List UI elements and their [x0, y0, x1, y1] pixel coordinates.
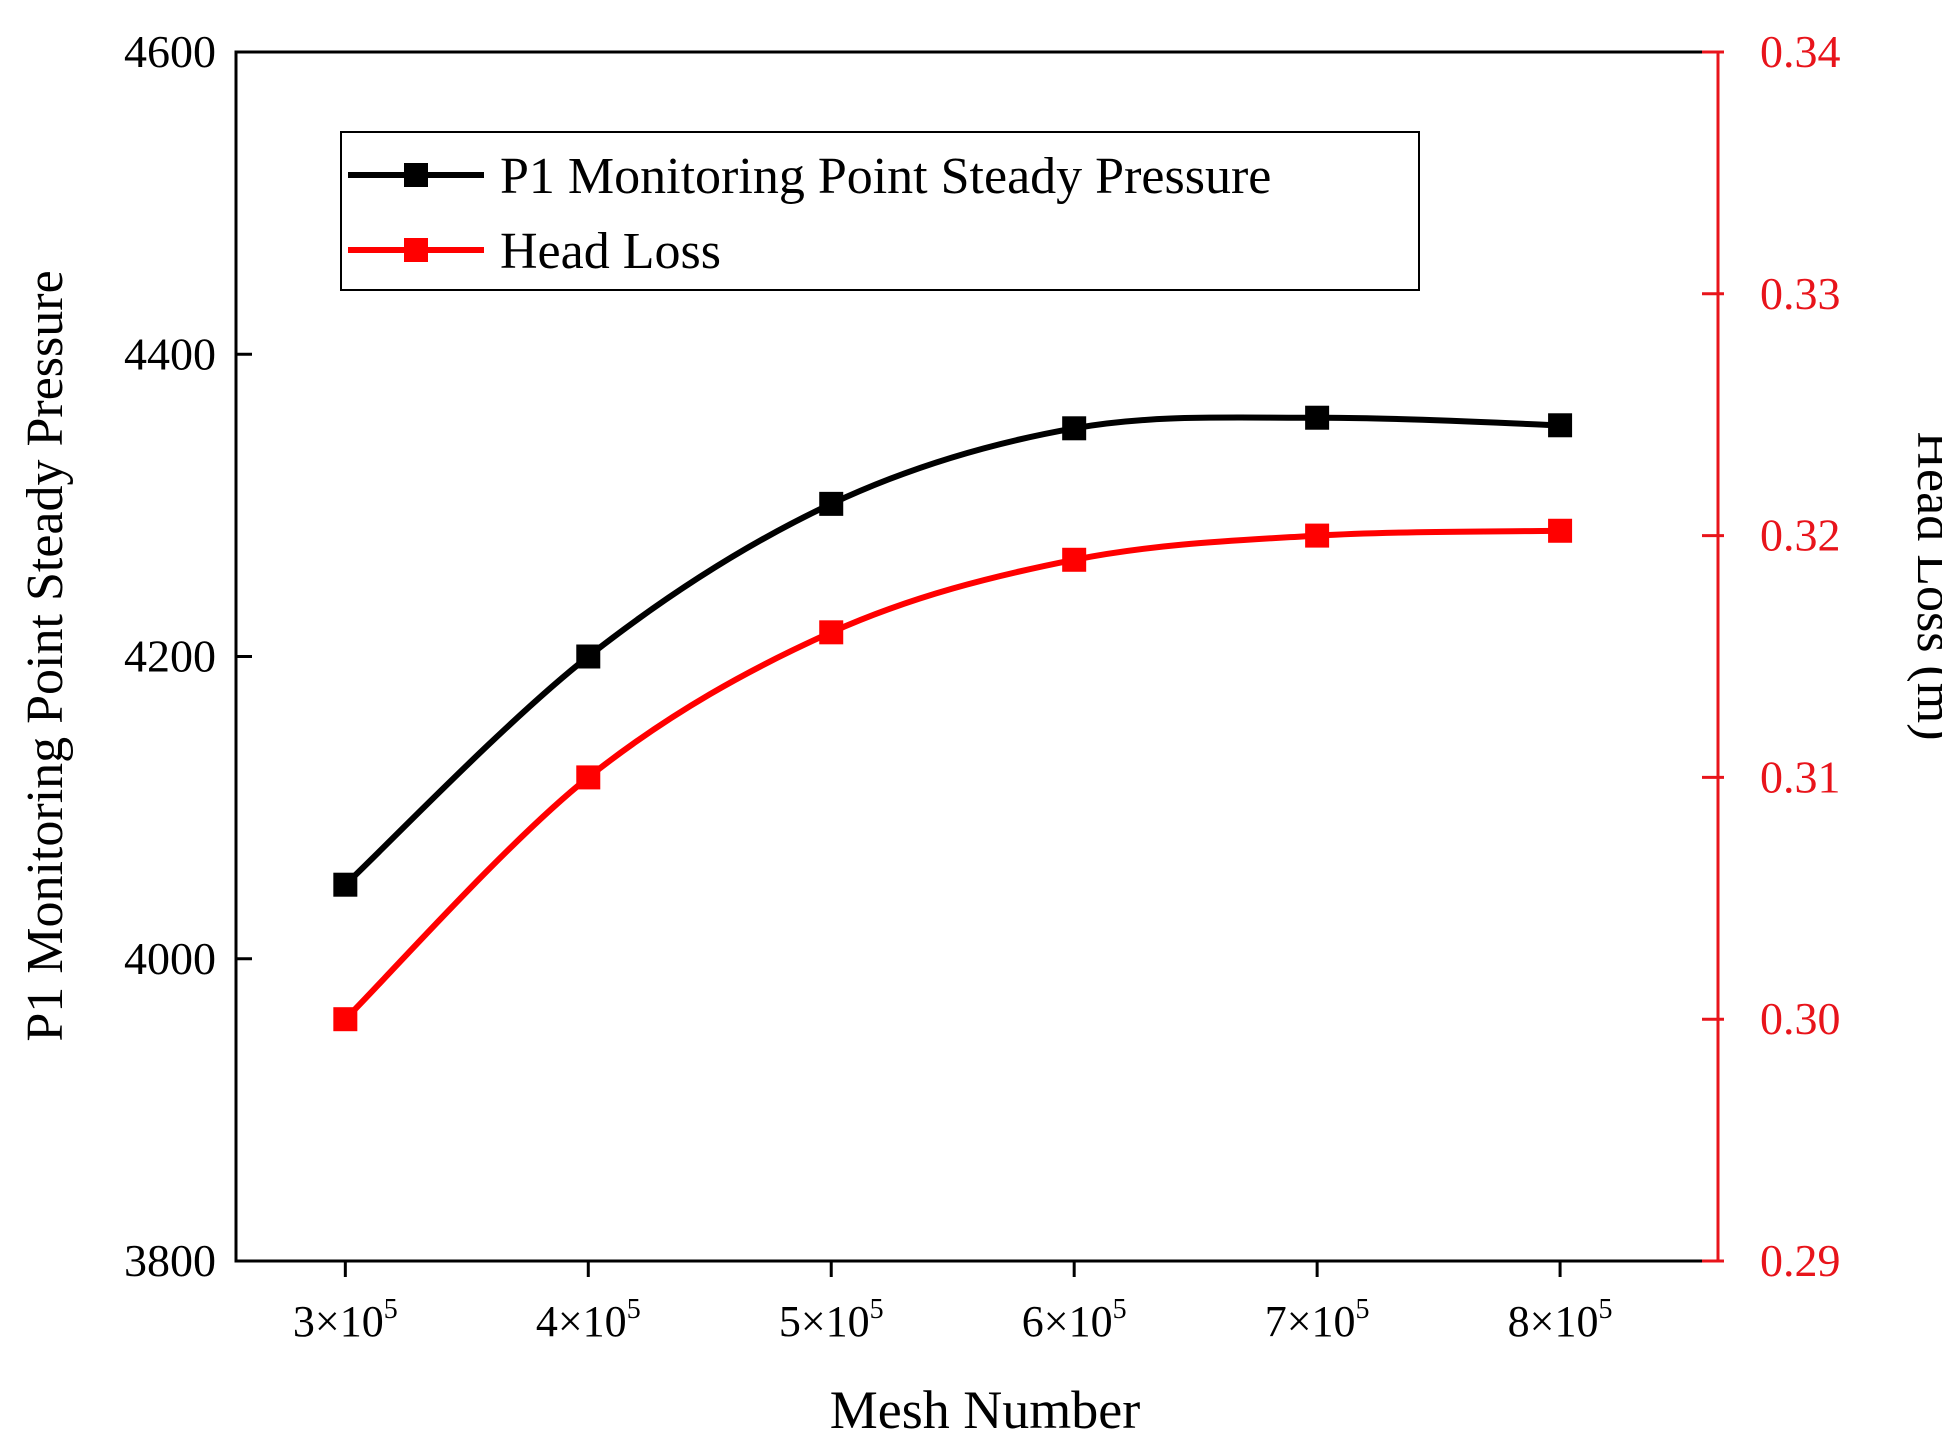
y-left-tick-label: 4400 [124, 328, 216, 379]
data-point-pressure [819, 491, 844, 516]
data-point-headloss [1062, 547, 1087, 572]
legend-label-headloss: Head Loss [500, 223, 721, 280]
data-point-headloss [1305, 523, 1330, 548]
y-right-tick-label: 0.31 [1760, 751, 1841, 802]
legend-marker-pressure [404, 163, 428, 187]
x-axis: 3×105 4×105 5×105 6×105 7×105 8×105 [293, 1261, 1613, 1346]
y-left-tick-label: 4600 [124, 26, 216, 77]
data-point-pressure [333, 872, 358, 897]
data-point-headloss [576, 765, 601, 790]
y-left-tick-label: 3800 [124, 1235, 216, 1286]
series-line-headloss [343, 527, 1561, 1022]
x-tick-label: 8×105 [1508, 1294, 1613, 1346]
y-left-tick-label: 4200 [124, 631, 216, 682]
legend-box [340, 131, 1420, 291]
y-right-tick-label: 0.33 [1760, 268, 1841, 319]
series-layer [333, 405, 1573, 1032]
y-right-tick-label: 0.32 [1760, 510, 1841, 561]
legend: P1 Monitoring Point Steady Pressure Head… [340, 131, 1420, 291]
data-point-headloss [333, 1007, 358, 1032]
y-right-tick-label: 0.30 [1760, 993, 1841, 1044]
x-tick-label: 4×105 [536, 1294, 641, 1346]
x-axis-title: Mesh Number [830, 1380, 1140, 1440]
series-line-pressure [343, 414, 1561, 887]
data-point-pressure [1548, 413, 1573, 438]
y-left-axis-title: P1 Monitoring Point Steady Pressure [17, 270, 74, 1041]
x-tick-label: 3×105 [293, 1294, 398, 1346]
data-point-pressure [1062, 416, 1087, 441]
y-right-axis-title: Head Loss (m) [1906, 431, 1942, 740]
y-left-tick-label: 4000 [124, 933, 216, 984]
data-point-pressure [1305, 405, 1330, 430]
x-tick-label: 5×105 [779, 1294, 884, 1346]
data-point-headloss [1548, 518, 1573, 543]
y-right-tick-label: 0.34 [1760, 26, 1841, 77]
data-point-headloss [819, 620, 844, 645]
x-tick-label: 7×105 [1265, 1294, 1370, 1346]
legend-marker-headloss [404, 238, 428, 262]
left-y-axis: 3800 4000 4200 4400 4600 [124, 26, 252, 1286]
legend-label-pressure: P1 Monitoring Point Steady Pressure [500, 148, 1271, 205]
right-y-axis: 0.29 0.30 0.31 0.32 0.33 0.34 [1702, 26, 1841, 1286]
x-tick-label: 6×105 [1022, 1294, 1127, 1346]
y-right-tick-label: 0.29 [1760, 1235, 1841, 1286]
data-point-pressure [576, 644, 601, 669]
